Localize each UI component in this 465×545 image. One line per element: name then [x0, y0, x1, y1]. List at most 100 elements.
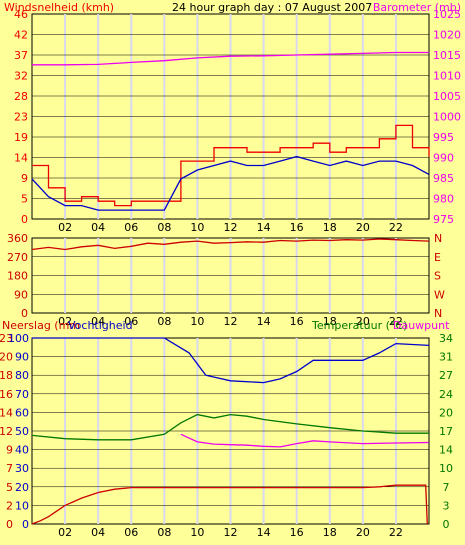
humidity-y-tick-label: 90	[15, 351, 29, 364]
wind-y-tick-label: 42	[14, 29, 28, 42]
temperature-y-tick-label: 20	[439, 406, 453, 419]
rain-y-tick-label: 7	[6, 462, 13, 475]
direction-compass-tick-label: E	[434, 251, 441, 264]
wind-x-tick-label: 04	[91, 221, 105, 234]
humidity-x-tick-label: 14	[257, 526, 271, 539]
humidity-x-tick-label: 06	[124, 526, 138, 539]
rain-y-tick-label: 2	[6, 499, 13, 512]
temperature-y-tick-label: 27	[439, 369, 453, 382]
humidity-y-tick-label: 40	[15, 444, 29, 457]
barometer-y-tick-label: 1020	[433, 29, 461, 42]
direction-x-tick-label: 18	[323, 315, 337, 328]
direction-compass-tick-label: N	[434, 232, 442, 245]
barometer-y-tick-label: 995	[433, 131, 454, 144]
wind-x-tick-label: 16	[290, 221, 304, 234]
humidity-x-tick-label: 16	[290, 526, 304, 539]
humidity-series-line	[32, 337, 430, 384]
humidity-x-tick-label: 02	[58, 526, 72, 539]
wind-x-tick-label: 14	[257, 221, 271, 234]
humidity-x-tick-label: 22	[389, 526, 403, 539]
wind-y-tick-label: 23	[14, 111, 28, 124]
humidity-axis-title: Vochtigheid	[68, 319, 133, 332]
rain-y-tick-label: 5	[6, 481, 13, 494]
wind-y-tick-label: 5	[21, 193, 28, 206]
barometer-series-line	[32, 51, 429, 66]
wind-y-tick-label: 28	[14, 90, 28, 103]
humidity-y-tick-label: 100	[8, 332, 29, 345]
wind-y-tick-label: 32	[14, 70, 28, 83]
barometer-y-tick-label: 980	[433, 193, 454, 206]
wind-x-tick-label: 20	[356, 221, 370, 234]
rain-series-line	[31, 484, 428, 525]
temperature-y-tick-label: 0	[443, 518, 450, 531]
humidity-y-tick-label: 50	[15, 425, 29, 438]
direction-x-tick-label: 02	[58, 315, 72, 328]
graph-title: 24 hour graph day : 07 August 2007	[172, 1, 372, 14]
wind-x-tick-label: 06	[124, 221, 138, 234]
wind-speed-series-line	[32, 124, 430, 207]
direction-x-tick-label: 14	[257, 315, 271, 328]
dewpoint-series-line	[180, 433, 430, 448]
temperature-y-tick-label: 7	[443, 481, 450, 494]
wind-y-tick-label: 14	[14, 152, 28, 165]
direction-x-tick-label: 16	[290, 315, 304, 328]
wind-y-tick-label: 9	[21, 172, 28, 185]
direction-x-tick-label: 10	[190, 315, 204, 328]
direction-x-tick-label: 20	[356, 315, 370, 328]
wind-average-series-line	[31, 155, 430, 211]
direction-degree-tick-label: 360	[7, 232, 28, 245]
humidity-x-tick-label: 04	[91, 526, 105, 539]
wind-y-tick-label: 0	[21, 213, 28, 226]
direction-x-tick-label: 12	[224, 315, 238, 328]
dewpoint-axis-title: Dauwpunt	[393, 319, 450, 332]
rain-y-tick-label: 20	[0, 351, 13, 364]
wind-x-tick-label: 08	[157, 221, 171, 234]
wind-direction-grid	[32, 238, 429, 313]
barometer-y-tick-label: 1015	[433, 49, 461, 62]
wind-direction-series-line	[31, 238, 430, 251]
barometer-y-tick-label: 1005	[433, 90, 461, 103]
rain-y-tick-label: 9	[6, 444, 13, 457]
direction-compass-tick-label: W	[434, 288, 445, 301]
wind-barometer-grid	[32, 14, 429, 219]
temperature-axis-title: Temperatuur (°C)	[311, 319, 407, 332]
humidity-x-tick-label: 18	[323, 526, 337, 539]
temperature-y-tick-label: 10	[439, 462, 453, 475]
rain-y-tick-label: 18	[0, 369, 13, 382]
direction-x-tick-label: 08	[157, 315, 171, 328]
wind-direction-series	[31, 238, 430, 251]
direction-compass-tick-label: N	[434, 307, 442, 320]
temperature-y-tick-label: 3	[443, 499, 450, 512]
rain-y-tick-label: 16	[0, 388, 13, 401]
humidity-y-tick-label: 60	[15, 406, 29, 419]
wind-barometer-series	[31, 51, 430, 211]
rain-y-tick-label: 12	[0, 425, 13, 438]
barometer-y-tick-label: 1025	[433, 8, 461, 21]
direction-x-tick-label: 22	[389, 315, 403, 328]
humidity-x-tick-label: 12	[224, 526, 238, 539]
barometer-y-tick-label: 1000	[433, 111, 461, 124]
humidity-y-tick-label: 10	[15, 499, 29, 512]
humidity-x-tick-label: 10	[190, 526, 204, 539]
humidity-y-tick-label: 20	[15, 481, 29, 494]
rain-y-tick-label: 14	[0, 406, 13, 419]
wind-x-tick-label: 10	[190, 221, 204, 234]
barometer-y-tick-label: 985	[433, 172, 454, 185]
temperature-y-tick-label: 17	[439, 425, 453, 438]
humidity-y-tick-label: 30	[15, 462, 29, 475]
barometer-y-tick-label: 1010	[433, 70, 461, 83]
humidity-temperature-series	[31, 337, 430, 525]
barometer-axis-title: Barometer (mb)	[373, 1, 461, 14]
direction-x-tick-label: 04	[91, 315, 105, 328]
humidity-y-tick-label: 80	[15, 369, 29, 382]
humidity-x-tick-label: 08	[157, 526, 171, 539]
direction-compass-tick-label: S	[434, 270, 441, 283]
temperature-y-tick-label: 34	[439, 332, 453, 345]
wind-axis-title: Windsnelheid (kmh)	[4, 1, 114, 14]
direction-x-tick-label: 06	[124, 315, 138, 328]
wind-x-tick-label: 22	[389, 221, 403, 234]
temperature-y-tick-label: 24	[439, 388, 453, 401]
humidity-x-tick-label: 20	[356, 526, 370, 539]
direction-degree-tick-label: 270	[7, 251, 28, 264]
wind-y-tick-label: 37	[14, 49, 28, 62]
